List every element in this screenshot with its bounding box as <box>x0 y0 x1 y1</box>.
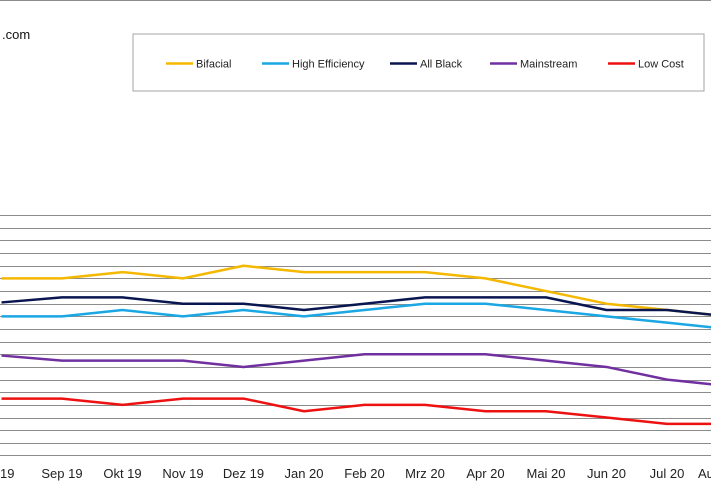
x-tick-label: Apr 20 <box>466 466 504 481</box>
x-tick-label: Dez 19 <box>223 466 264 481</box>
legend-label-all-black: All Black <box>420 59 463 71</box>
x-tick-label: Jun 20 <box>587 466 626 481</box>
legend-item-low-cost: Low Cost <box>608 59 684 71</box>
series-line-all-black <box>1 296 711 316</box>
legend-label-mainstream: Mainstream <box>520 59 577 71</box>
series-line-bifacial <box>1 264 711 316</box>
series-lines <box>1 264 711 426</box>
series-line-mainstream <box>1 353 711 386</box>
x-tick-label: Nov 19 <box>162 466 203 481</box>
x-tick-label: Jan 20 <box>284 466 323 481</box>
series-line-high-efficiency <box>1 302 711 329</box>
x-tick-label: Sep 19 <box>41 466 82 481</box>
legend-item-all-black: All Black <box>390 59 463 71</box>
x-tick-label: Okt 19 <box>103 466 141 481</box>
x-tick-label: Feb 20 <box>344 466 384 481</box>
legend-label-high-efficiency: High Efficiency <box>292 59 365 71</box>
gridlines <box>0 215 711 444</box>
series-line-low-cost <box>1 397 711 426</box>
x-tick-label: Mrz 20 <box>405 466 445 481</box>
legend-label-bifacial: Bifacial <box>196 59 231 71</box>
legend: Bifacial High Efficiency All Black Mainstre… <box>132 33 705 92</box>
x-tick-label: Jul 20 <box>650 466 685 481</box>
legend-label-low-cost: Low Cost <box>638 59 684 71</box>
x-tick-label: 19 <box>0 466 14 481</box>
x-tick-label: Mai 20 <box>526 466 565 481</box>
x-tick-label: Au <box>698 466 711 481</box>
legend-item-bifacial: Bifacial <box>166 59 231 71</box>
x-axis-tick-labels: 19 Sep 19 Okt 19 Nov 19 Dez 19 Jan 20 Feb 20 Mr… <box>0 466 711 481</box>
source-watermark-text: .com <box>2 27 30 42</box>
legend-item-mainstream: Mainstream <box>490 59 577 71</box>
legend-item-high-efficiency: High Efficiency <box>262 59 365 71</box>
